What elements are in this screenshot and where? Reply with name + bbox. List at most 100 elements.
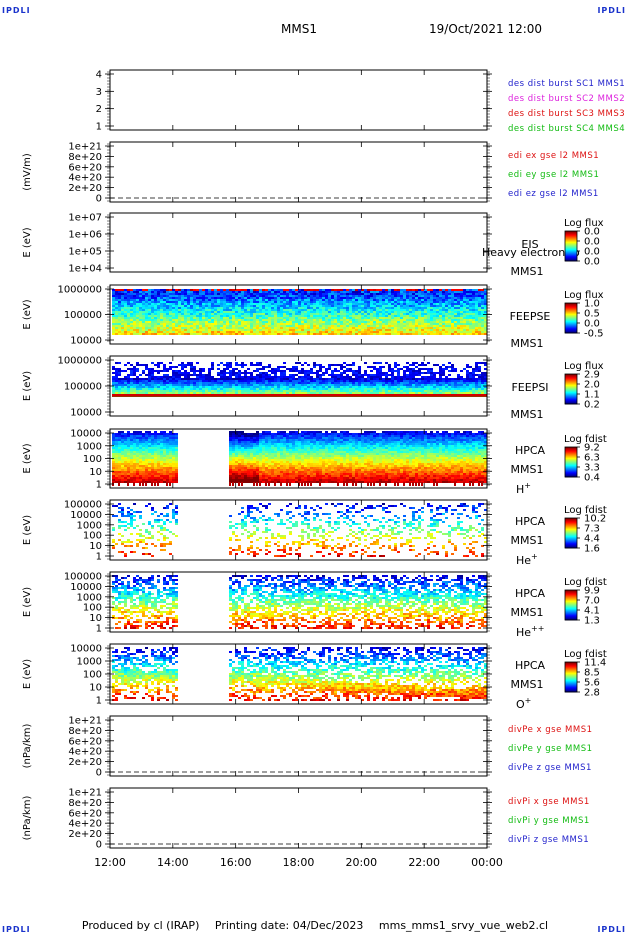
spectro-cell	[328, 396, 331, 397]
spectro-cell	[388, 378, 391, 380]
spectro-cell	[118, 331, 121, 333]
spectro-cell	[379, 368, 382, 370]
spectro-cell	[241, 301, 244, 303]
spectro-cell	[235, 376, 238, 378]
spectro-cell	[484, 319, 487, 321]
spectro-cell	[433, 303, 436, 305]
spectro-cell	[118, 313, 121, 315]
spectro-cell	[349, 333, 352, 335]
spectro-cell	[460, 289, 463, 291]
spectro-cell	[316, 299, 319, 301]
spectro-cell	[244, 305, 247, 307]
spectro-cell	[199, 386, 202, 388]
spectro-cell	[346, 388, 349, 390]
spectro-cell	[310, 307, 313, 309]
spectro-cell	[481, 325, 484, 327]
spectro-cell	[118, 311, 121, 313]
spectro-cell	[166, 374, 169, 376]
spectro-cell	[430, 380, 433, 382]
spectro-cell	[367, 293, 370, 295]
spectro-cell	[325, 372, 328, 374]
spectro-cell	[232, 297, 235, 299]
spectro-cell	[232, 317, 235, 319]
spectro-cell	[412, 380, 415, 382]
spectro-cell	[265, 394, 268, 396]
spectro-cell	[304, 331, 307, 333]
y-tick-label: 1000000	[57, 285, 102, 296]
spectro-cell	[391, 327, 394, 329]
spectro-cell	[445, 321, 448, 323]
spectro-cell	[130, 321, 133, 323]
spectro-cell	[259, 382, 262, 384]
spectro-cell	[346, 313, 349, 315]
spectro-cell	[130, 374, 133, 376]
spectro-cell	[160, 313, 163, 315]
spectro-cell	[436, 372, 439, 374]
spectro-cell	[142, 309, 145, 311]
spectro-cell	[337, 333, 340, 335]
spectro-cell	[241, 291, 244, 293]
spectro-cell	[145, 366, 148, 368]
spectro-cell	[397, 394, 400, 396]
spectro-cell	[247, 396, 250, 397]
spectro-cell	[208, 309, 211, 311]
spectro-cell	[115, 289, 118, 291]
spectro-cell	[250, 390, 253, 392]
spectro-cell	[286, 301, 289, 303]
spectro-cell	[391, 374, 394, 376]
spectro-cell	[379, 297, 382, 299]
spectro-cell	[445, 317, 448, 319]
spectro-cell	[160, 331, 163, 333]
spectro-cell	[472, 313, 475, 315]
spectro-cell	[421, 368, 424, 370]
spectro-cell	[256, 301, 259, 303]
spectro-cell	[196, 291, 199, 293]
spectro-cell	[313, 394, 316, 396]
spectro-cell	[406, 299, 409, 301]
spectro-cell	[448, 311, 451, 313]
spectro-cell	[382, 390, 385, 392]
spectro-cell	[427, 319, 430, 321]
spectro-cell	[418, 321, 421, 323]
spectro-cell	[298, 321, 301, 323]
spectro-cell	[319, 303, 322, 305]
spectro-cell	[346, 394, 349, 396]
spectro-cell	[181, 333, 184, 335]
spectro-cell	[265, 374, 268, 376]
spectro-cell	[172, 305, 175, 307]
spectro-cell	[253, 317, 256, 319]
spectro-cell	[322, 331, 325, 333]
spectro-cell	[112, 317, 115, 319]
spectro-cell	[349, 378, 352, 380]
spectro-cell	[121, 301, 124, 303]
spectro-cell	[175, 380, 178, 382]
spectro-cell	[202, 327, 205, 329]
spectro-cell	[187, 327, 190, 329]
spectro-cell	[457, 307, 460, 309]
spectro-cell	[178, 293, 181, 295]
spectro-cell	[289, 325, 292, 327]
spectro-cell	[133, 323, 136, 325]
spectro-cell	[283, 386, 286, 388]
spectro-cell	[247, 307, 250, 309]
spectro-cell	[427, 297, 430, 299]
spectro-cell	[250, 321, 253, 323]
spectro-cell	[463, 313, 466, 315]
spectro-cell	[127, 301, 130, 303]
spectro-cell	[271, 333, 274, 335]
spectro-cell	[160, 303, 163, 305]
spectro-cell	[112, 293, 115, 295]
spectro-cell	[382, 299, 385, 301]
colorbar-cell	[565, 328, 577, 330]
spectro-cell	[310, 378, 313, 380]
spectro-cell	[334, 305, 337, 307]
spectro-cell	[178, 378, 181, 380]
spectro-cell	[292, 327, 295, 329]
spectro-cell	[217, 368, 220, 370]
spectro-cell	[190, 329, 193, 331]
spectro-cell	[286, 325, 289, 327]
spectro-cell	[283, 392, 286, 394]
spectro-cell	[148, 372, 151, 374]
spectro-cell	[292, 291, 295, 293]
spectro-cell	[412, 319, 415, 321]
